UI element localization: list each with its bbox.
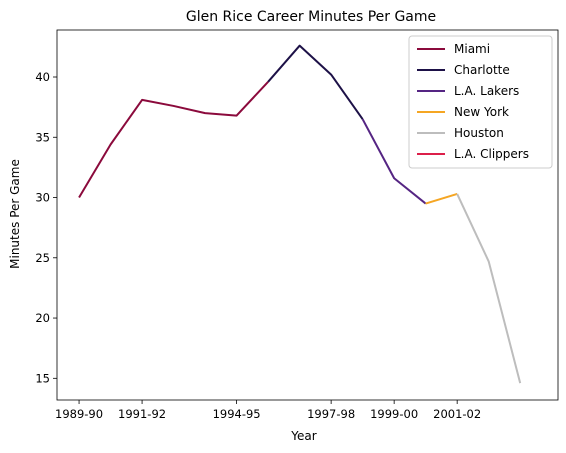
legend-label-4: Houston (454, 126, 504, 140)
y-tick-label-3: 30 (35, 191, 50, 205)
x-tick-label-1: 1991-92 (118, 407, 166, 421)
y-tick-label-5: 40 (35, 70, 50, 84)
series-line-2 (361, 118, 427, 205)
y-tick-label-4: 35 (35, 130, 50, 144)
legend: Miami Charlotte L.A. Lakers New York Houston… (408, 35, 553, 169)
y-axis-label: Minutes Per Game (8, 159, 22, 269)
x-tick-label-0: 1989-90 (55, 407, 103, 421)
series-line-3 (425, 192, 458, 205)
y-tick-label-1: 20 (35, 311, 50, 325)
legend-label-3: New York (454, 105, 509, 119)
axes-frame (56, 29, 559, 401)
chart-title: Glen Rice Career Minutes Per Game (186, 9, 436, 25)
plot-area: 1989-90 1991-92 1994-95 1997-98 1999-00 2001-… (35, 29, 559, 421)
series-line-0 (78, 81, 269, 199)
x-tick-label-4: 1999-00 (370, 407, 418, 421)
x-tick-label-2: 1994-95 (213, 407, 261, 421)
legend-label-5: L.A. Clippers (454, 147, 529, 161)
legend-label-1: Charlotte (454, 63, 510, 77)
series-line-1 (267, 44, 364, 120)
y-tick-label-0: 15 (35, 371, 50, 385)
x-axis-label: Year (290, 429, 316, 443)
y-tick-label-2: 25 (35, 251, 50, 265)
x-tick-label-5: 2001-02 (433, 407, 481, 421)
x-tick-label-3: 1997-98 (307, 407, 355, 421)
legend-label-2: L.A. Lakers (454, 84, 519, 98)
legend-label-0: Miami (454, 42, 490, 56)
series-line-4 (456, 193, 522, 384)
